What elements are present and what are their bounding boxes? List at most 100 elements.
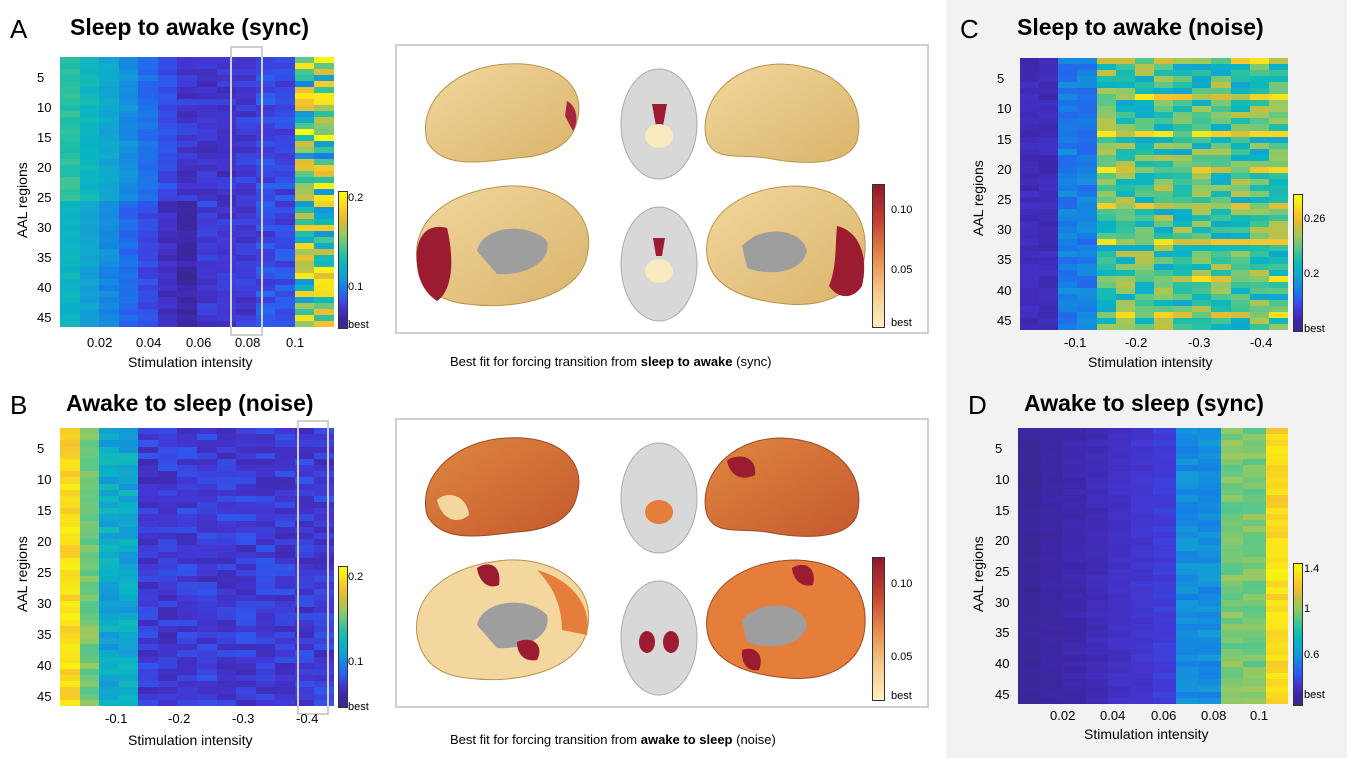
heatmap-cell: [1115, 293, 1136, 301]
heatmap-cell: [236, 600, 257, 608]
heatmap-cell: [1198, 648, 1222, 656]
heatmap-cell: [1192, 245, 1213, 253]
heatmap-cell: [1265, 630, 1288, 638]
heatmap-cell: [99, 570, 120, 577]
heatmap-cell: [1192, 148, 1213, 156]
heatmap-cell: [79, 315, 100, 322]
heatmap-cell: [255, 594, 276, 602]
heatmap-cell: [1134, 203, 1155, 210]
heatmap-cell: [275, 458, 296, 466]
heatmap-cell: [275, 153, 296, 160]
heatmap-cell: [1243, 556, 1267, 564]
heatmap-cell: [1192, 130, 1213, 138]
heatmap-cell: [1085, 691, 1109, 699]
heatmap-cell: [1020, 112, 1040, 120]
heatmap-cell: [1085, 642, 1109, 650]
tick-label: 20: [37, 534, 52, 550]
heatmap-cell: [294, 123, 315, 130]
heatmap-cell: [1220, 458, 1244, 466]
heatmap-cell: [99, 533, 120, 540]
heatmap-cell: [1268, 124, 1288, 132]
heatmap-cell: [1173, 311, 1193, 319]
heatmap-cell: [1115, 172, 1136, 180]
heatmap-cell: [157, 619, 178, 627]
heatmap-cell: [1211, 154, 1232, 162]
heatmap-cell: [275, 551, 296, 559]
heatmap-cell: [1108, 654, 1132, 662]
heatmap-cell: [1108, 446, 1132, 454]
heatmap-cell: [275, 594, 296, 602]
heatmap-cell: [1134, 160, 1155, 168]
tick-label: 45: [995, 686, 1010, 702]
heatmap-cell: [79, 177, 100, 184]
heatmap-cell: [138, 63, 159, 70]
heatmap-cell: [314, 570, 334, 577]
heatmap-cell: [177, 57, 198, 64]
heatmap-cell: [177, 69, 198, 76]
heatmap-cell: [157, 309, 178, 316]
brain-top-right-medial-highlight: [829, 226, 865, 297]
heatmap-cell: [1115, 311, 1136, 319]
heatmap-cell: [1077, 203, 1098, 210]
heatmap-cell: [157, 315, 178, 322]
heatmap-cell: [216, 644, 237, 651]
heatmap-cell: [157, 237, 178, 244]
heatmap-cell: [79, 662, 100, 670]
brain-top-axial-1-highlight: [652, 104, 667, 126]
heatmap-cell: [294, 644, 315, 651]
heatmap-cell: [177, 582, 198, 590]
heatmap-cell: [1018, 691, 1042, 699]
heatmap-cell: [216, 123, 237, 130]
heatmap-cell: [138, 668, 159, 676]
heatmap-cell: [294, 471, 315, 478]
heatmap-cell: [1265, 587, 1288, 595]
heatmap-cell: [99, 563, 120, 571]
heatmap-cell: [1230, 287, 1251, 295]
heatmap-cell: [60, 687, 81, 695]
y-axis-label-a: AAL regions: [14, 162, 30, 238]
heatmap-cell: [314, 576, 334, 584]
heatmap-cell: [177, 195, 198, 202]
heatmap-cell: [177, 668, 198, 676]
heatmap-cell: [294, 255, 315, 262]
heatmap-cell: [197, 489, 218, 497]
heatmap-cell: [1243, 538, 1267, 546]
heatmap-cell: [118, 63, 139, 70]
heatmap-cell: [1198, 556, 1222, 564]
heatmap-cell: [118, 489, 139, 497]
heatmap-cell: [294, 570, 315, 577]
heatmap-cell: [1192, 58, 1213, 65]
heatmap-cell: [1096, 58, 1117, 65]
heatmap-cell: [1040, 550, 1064, 558]
heatmap-cell: [118, 219, 139, 226]
heatmap-cell: [1173, 251, 1193, 259]
heatmap-a: [60, 57, 334, 327]
heatmap-cell: [1173, 317, 1193, 325]
heatmap-cell: [1039, 203, 1059, 210]
heatmap-cell: [294, 249, 315, 256]
heatmap-cell: [294, 681, 315, 689]
heatmap-cell: [1198, 654, 1222, 662]
heatmap-cell: [1192, 317, 1213, 325]
heatmap-cell: [138, 644, 159, 651]
heatmap-cell: [1020, 251, 1040, 259]
heatmap-cell: [1020, 118, 1040, 126]
heatmap-cell: [1020, 203, 1040, 210]
heatmap-cell: [157, 551, 178, 559]
heatmap-cell: [1018, 587, 1042, 595]
heatmap-cell: [314, 495, 334, 503]
heatmap-cell: [1058, 154, 1079, 162]
heatmap-cell: [197, 63, 218, 70]
heatmap-cell: [1249, 178, 1270, 186]
heatmap-cell: [1058, 323, 1079, 330]
heatmap-cell: [275, 644, 296, 651]
heatmap-cell: [275, 147, 296, 154]
heatmap-cell: [216, 563, 237, 571]
tick-label: -0.4: [296, 711, 319, 726]
heatmap-cell: [1108, 562, 1132, 570]
heatmap-cell: [255, 225, 276, 232]
heatmap-cell: [138, 243, 159, 250]
heatmap-cell: [1230, 221, 1251, 228]
heatmap-cell: [255, 650, 276, 658]
heatmap-cell: [216, 533, 237, 540]
